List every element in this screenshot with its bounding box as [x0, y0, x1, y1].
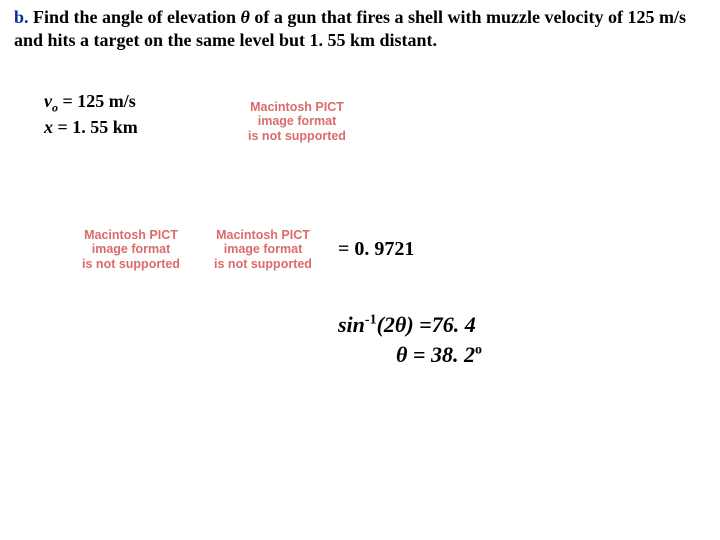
- sin-label: sin: [338, 312, 365, 337]
- pict-line: is not supported: [214, 257, 312, 271]
- x-value: = 1. 55 km: [53, 117, 138, 137]
- problem-statement: b. Find the angle of elevation θ of a gu…: [14, 6, 706, 51]
- problem-theta: θ: [241, 7, 250, 27]
- pict-placeholder-1: Macintosh PICT image format is not suppo…: [232, 100, 362, 143]
- given-v: vo = 125 m/s: [44, 90, 138, 116]
- x-symbol: x: [44, 117, 53, 137]
- pict-line: is not supported: [82, 257, 180, 271]
- pict-line: Macintosh PICT: [250, 100, 344, 114]
- sin-arg: (2θ): [377, 312, 420, 337]
- equation-rhs: = 0. 9721: [338, 238, 414, 261]
- v-symbol: v: [44, 91, 52, 111]
- given-values: vo = 125 m/s x = 1. 55 km: [44, 90, 138, 138]
- sin-exponent: -1: [365, 313, 377, 328]
- sin-rhs: =76. 4: [419, 312, 476, 337]
- theta-value: 38. 2: [431, 342, 475, 367]
- result-line-2: θ = 38. 2o: [338, 340, 482, 370]
- problem-text-1: Find the angle of elevation: [29, 7, 241, 27]
- pict-placeholder-2: Macintosh PICT image format is not suppo…: [66, 228, 196, 271]
- result-block: sin-1(2θ) =76. 4 θ = 38. 2o: [338, 310, 482, 369]
- v-value: = 125 m/s: [58, 91, 136, 111]
- pict-line: image format: [92, 242, 171, 256]
- pict-line: is not supported: [248, 129, 346, 143]
- degree-symbol: o: [475, 342, 482, 357]
- pict-line: Macintosh PICT: [84, 228, 178, 242]
- pict-line: image format: [224, 242, 303, 256]
- given-x: x = 1. 55 km: [44, 116, 138, 139]
- pict-line: image format: [258, 114, 337, 128]
- pict-line: Macintosh PICT: [216, 228, 310, 242]
- problem-label: b.: [14, 7, 29, 27]
- pict-placeholder-3: Macintosh PICT image format is not suppo…: [198, 228, 328, 271]
- theta-lhs: θ =: [396, 342, 431, 367]
- result-line-1: sin-1(2θ) =76. 4: [338, 310, 482, 340]
